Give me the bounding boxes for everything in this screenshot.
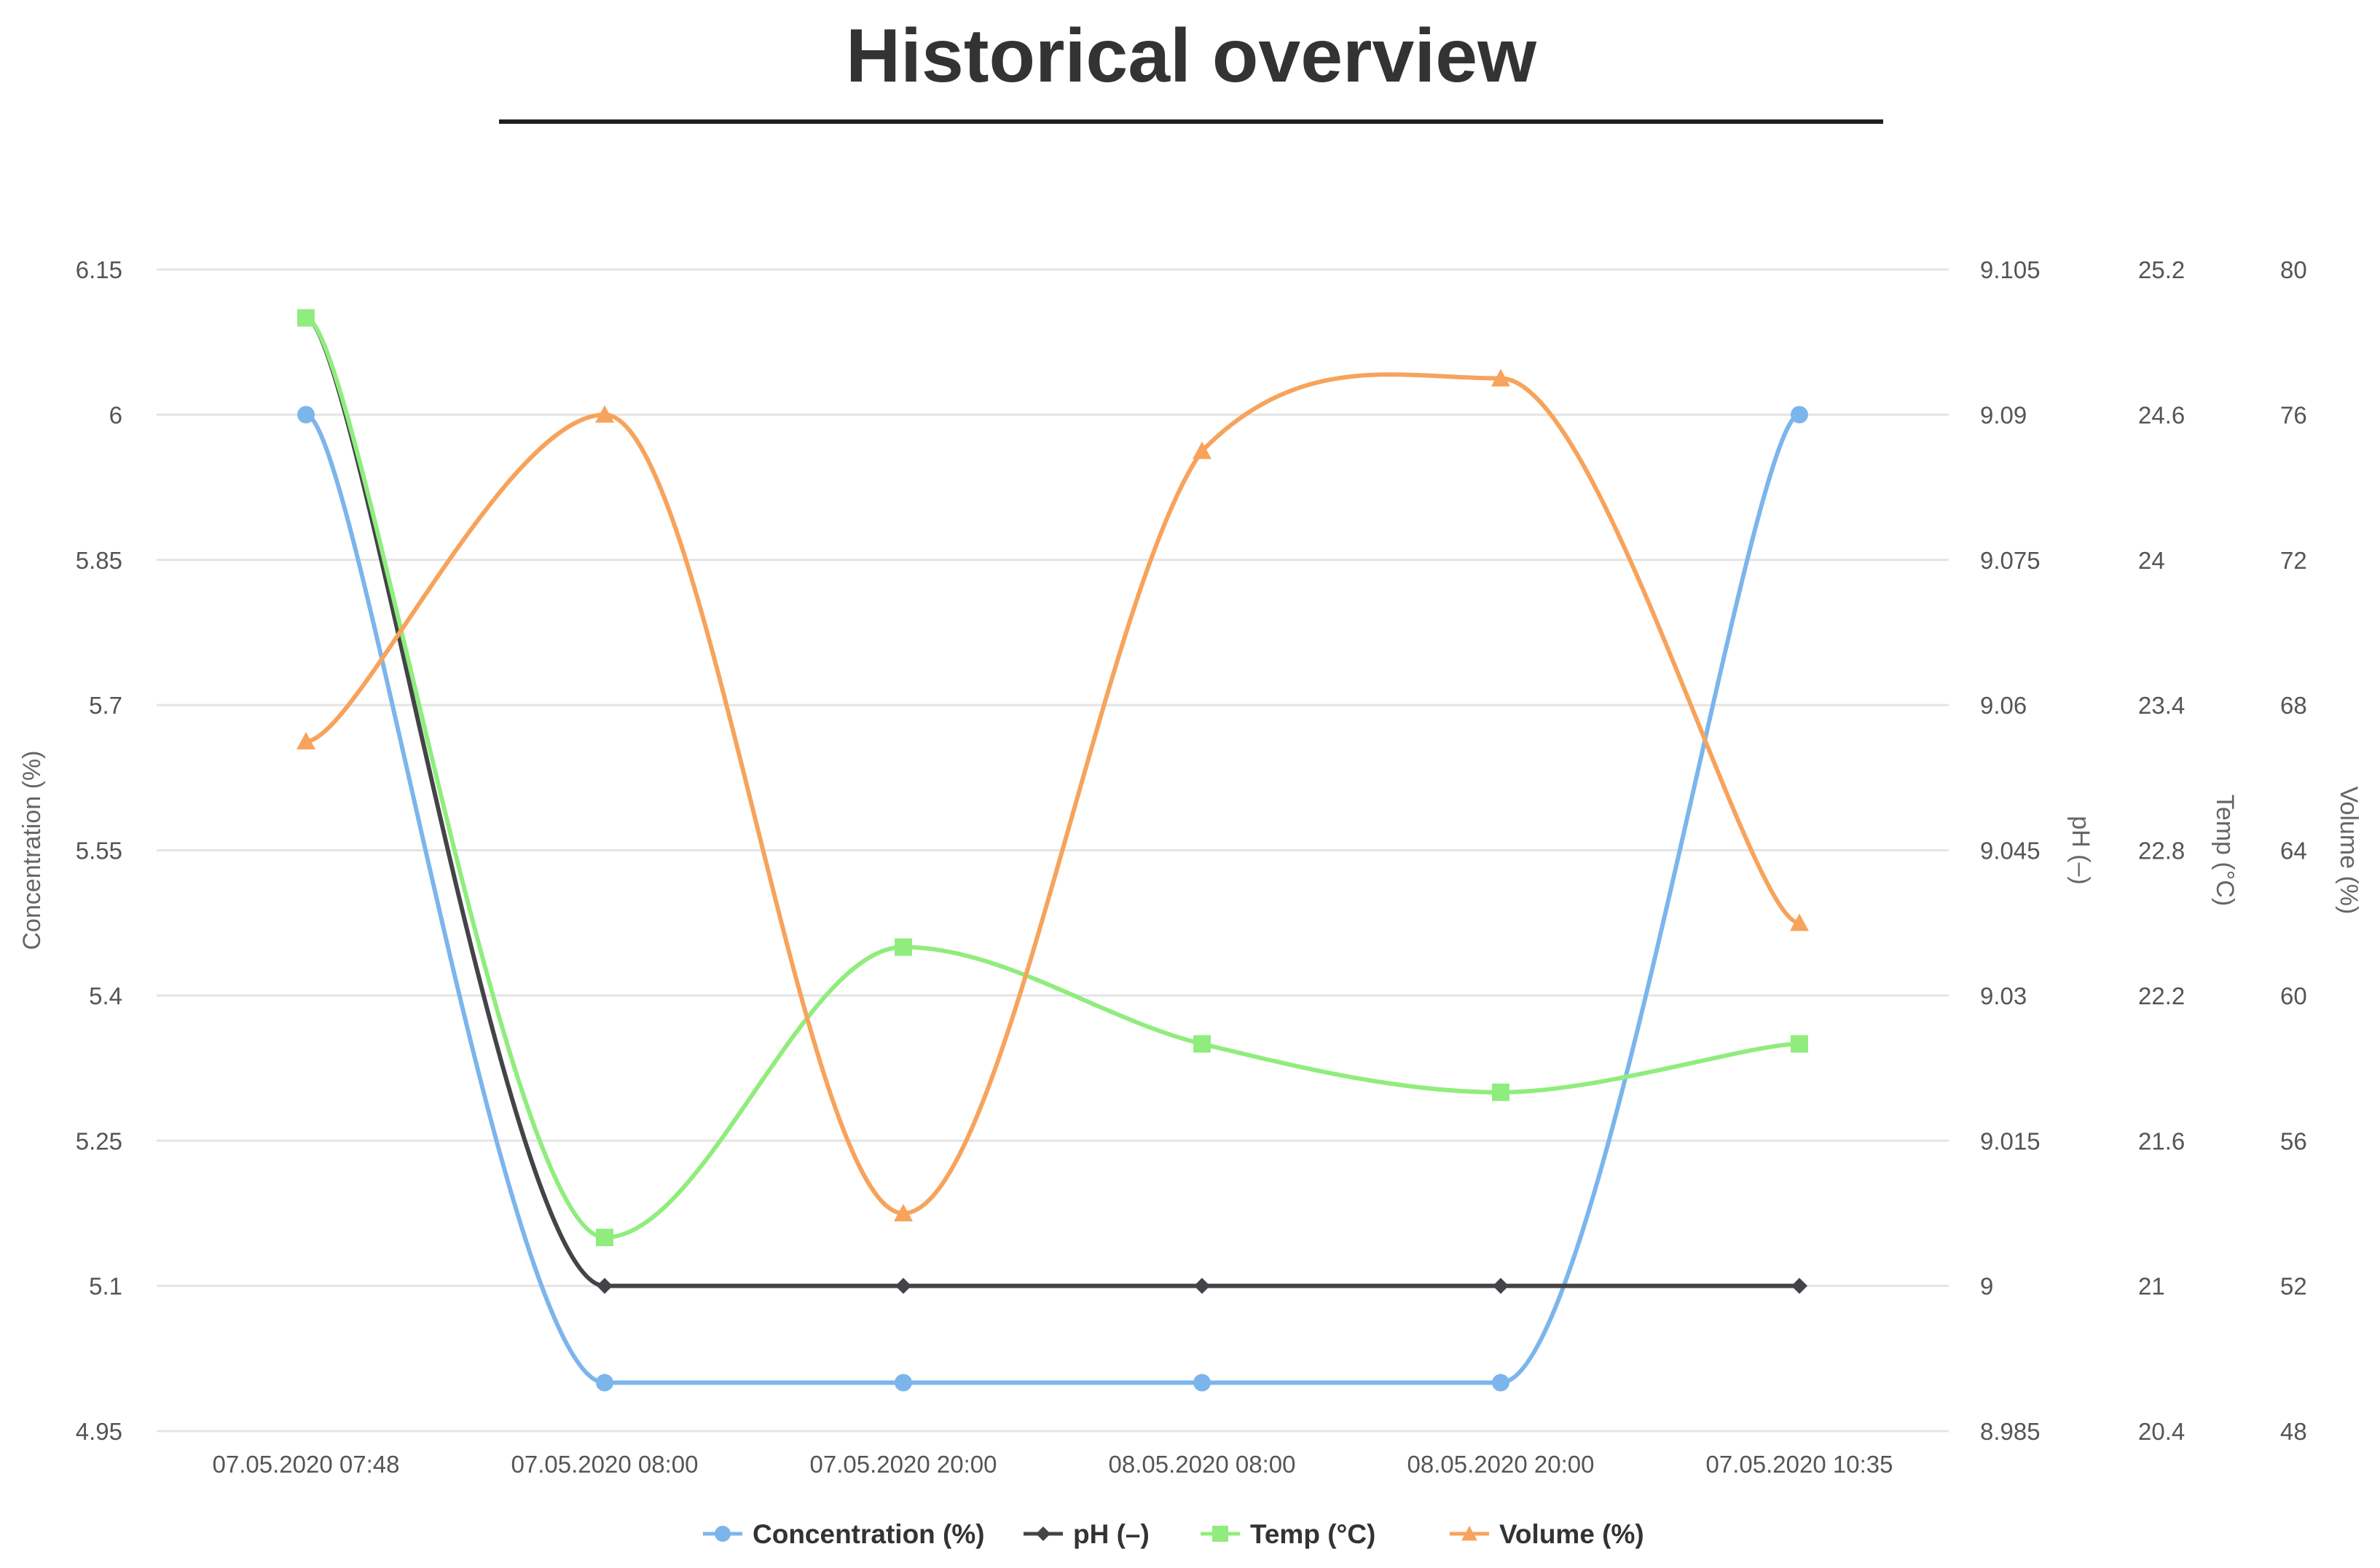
x-tick-label: 07.05.2020 10:35 bbox=[1706, 1451, 1893, 1478]
concentration-tick-label: 5.55 bbox=[76, 838, 122, 864]
concentration-point[interactable] bbox=[895, 1374, 912, 1392]
concentration-line bbox=[304, 412, 1802, 1385]
temp-tick-label: 20.4 bbox=[2138, 1418, 2185, 1445]
series-concentration bbox=[297, 406, 1808, 1392]
volume-tick-label: 56 bbox=[2280, 1127, 2307, 1154]
temp-point[interactable] bbox=[895, 938, 912, 956]
volume-tick-label: 64 bbox=[2280, 838, 2307, 864]
concentration-tick-label: 5.85 bbox=[76, 547, 122, 574]
legend-label: pH (–) bbox=[1073, 1519, 1150, 1549]
volume-tick-label: 48 bbox=[2280, 1418, 2307, 1445]
legend[interactable]: Concentration (%) pH (–) Temp (°C) Volume (… bbox=[703, 1519, 1644, 1549]
ph-point[interactable] bbox=[895, 1277, 911, 1294]
temp-tick-label: 25.2 bbox=[2138, 256, 2185, 283]
ph-point[interactable] bbox=[1791, 1277, 1807, 1294]
ph-tick-label: 9.075 bbox=[1980, 547, 2041, 574]
series-ph bbox=[298, 310, 1807, 1294]
temp-point[interactable] bbox=[1492, 1083, 1509, 1101]
x-tick-label: 07.05.2020 20:00 bbox=[810, 1451, 997, 1478]
ph-axis-title: pH (–) bbox=[2067, 816, 2094, 884]
temp-axis-title: Temp (°C) bbox=[2211, 795, 2239, 906]
temp-point[interactable] bbox=[596, 1229, 613, 1247]
concentration-point[interactable] bbox=[297, 406, 315, 424]
x-tick-label: 08.05.2020 08:00 bbox=[1109, 1451, 1296, 1478]
concentration-point[interactable] bbox=[1791, 406, 1808, 424]
concentration-axis-title: Concentration (%) bbox=[18, 750, 46, 950]
temp-tick-label: 21 bbox=[2138, 1273, 2165, 1300]
temp-tick-label: 22.8 bbox=[2138, 838, 2185, 864]
ph-tick-label: 9 bbox=[1980, 1273, 1993, 1300]
ph-tick-label: 9.045 bbox=[1980, 838, 2041, 864]
ph-tick-label: 9.105 bbox=[1980, 256, 2041, 283]
volume-tick-label: 52 bbox=[2280, 1273, 2307, 1300]
concentration-tick-label: 6.15 bbox=[76, 256, 122, 283]
axis-titles: Concentration (%) pH (–) Temp (°C) Volume (… bbox=[18, 750, 2363, 950]
axis-ticks: 4.95 5.1 5.25 5.4 5.55 5.7 5.85 6 6.15 8.985 9 9.01… bbox=[76, 256, 2307, 1478]
volume-tick-label: 76 bbox=[2280, 401, 2307, 428]
ph-point[interactable] bbox=[597, 1277, 613, 1294]
legend-item-temp[interactable]: Temp (°C) bbox=[1201, 1519, 1375, 1549]
series-temp bbox=[297, 309, 1808, 1247]
volume-point[interactable] bbox=[1790, 913, 1809, 931]
volume-point[interactable] bbox=[1193, 441, 1211, 460]
ph-point[interactable] bbox=[1194, 1277, 1210, 1294]
ph-tick-label: 9.03 bbox=[1980, 982, 2027, 1009]
concentration-tick-label: 5.4 bbox=[89, 982, 122, 1009]
concentration-point[interactable] bbox=[1492, 1374, 1509, 1392]
legend-marker[interactable] bbox=[715, 1526, 731, 1542]
volume-point[interactable] bbox=[894, 1203, 913, 1221]
volume-tick-label: 60 bbox=[2280, 982, 2307, 1009]
concentration-point[interactable] bbox=[1193, 1374, 1211, 1392]
ph-tick-label: 9.09 bbox=[1980, 401, 2027, 428]
chart-title: Historical overview bbox=[846, 14, 1537, 98]
legend-label: Volume (%) bbox=[1499, 1519, 1644, 1549]
ph-tick-label: 8.985 bbox=[1980, 1418, 2041, 1445]
x-tick-label: 07.05.2020 08:00 bbox=[511, 1451, 699, 1478]
temp-tick-label: 24.6 bbox=[2138, 401, 2185, 428]
volume-point[interactable] bbox=[296, 731, 315, 750]
temp-point[interactable] bbox=[1791, 1035, 1808, 1053]
concentration-tick-label: 5.7 bbox=[89, 692, 122, 719]
volume-tick-label: 80 bbox=[2280, 256, 2307, 283]
legend-marker[interactable] bbox=[1461, 1526, 1477, 1541]
temp-point[interactable] bbox=[297, 309, 315, 327]
concentration-tick-label: 4.95 bbox=[76, 1418, 122, 1445]
concentration-tick-label: 6 bbox=[109, 401, 122, 428]
legend-marker[interactable] bbox=[1036, 1526, 1050, 1541]
volume-tick-label: 68 bbox=[2280, 692, 2307, 719]
series bbox=[296, 309, 1809, 1392]
x-tick-label: 08.05.2020 20:00 bbox=[1407, 1451, 1595, 1478]
concentration-point[interactable] bbox=[596, 1374, 613, 1392]
legend-marker[interactable] bbox=[1212, 1526, 1228, 1542]
temp-tick-label: 24 bbox=[2138, 547, 2165, 574]
legend-item-volume[interactable]: Volume (%) bbox=[1450, 1519, 1644, 1549]
ph-tick-label: 9.015 bbox=[1980, 1127, 2041, 1154]
volume-point[interactable] bbox=[1491, 369, 1510, 387]
ph-tick-label: 9.06 bbox=[1980, 692, 2027, 719]
legend-label: Concentration (%) bbox=[753, 1519, 985, 1549]
volume-axis-title: Volume (%) bbox=[2335, 787, 2363, 915]
concentration-tick-label: 5.1 bbox=[89, 1273, 122, 1300]
temp-tick-label: 21.6 bbox=[2138, 1127, 2185, 1154]
temp-tick-label: 22.2 bbox=[2138, 982, 2185, 1009]
x-tick-label: 07.05.2020 07:48 bbox=[213, 1451, 400, 1478]
concentration-tick-label: 5.25 bbox=[76, 1127, 122, 1154]
legend-item-concentration[interactable]: Concentration (%) bbox=[703, 1519, 985, 1549]
ph-point[interactable] bbox=[1493, 1277, 1509, 1294]
series-volume bbox=[296, 369, 1809, 1221]
volume-line bbox=[304, 372, 1802, 1216]
volume-point[interactable] bbox=[595, 405, 614, 423]
legend-item-ph[interactable]: pH (–) bbox=[1024, 1519, 1150, 1549]
volume-tick-label: 72 bbox=[2280, 547, 2307, 574]
legend-label: Temp (°C) bbox=[1250, 1519, 1375, 1549]
temp-tick-label: 23.4 bbox=[2138, 692, 2185, 719]
temp-point[interactable] bbox=[1193, 1035, 1211, 1053]
